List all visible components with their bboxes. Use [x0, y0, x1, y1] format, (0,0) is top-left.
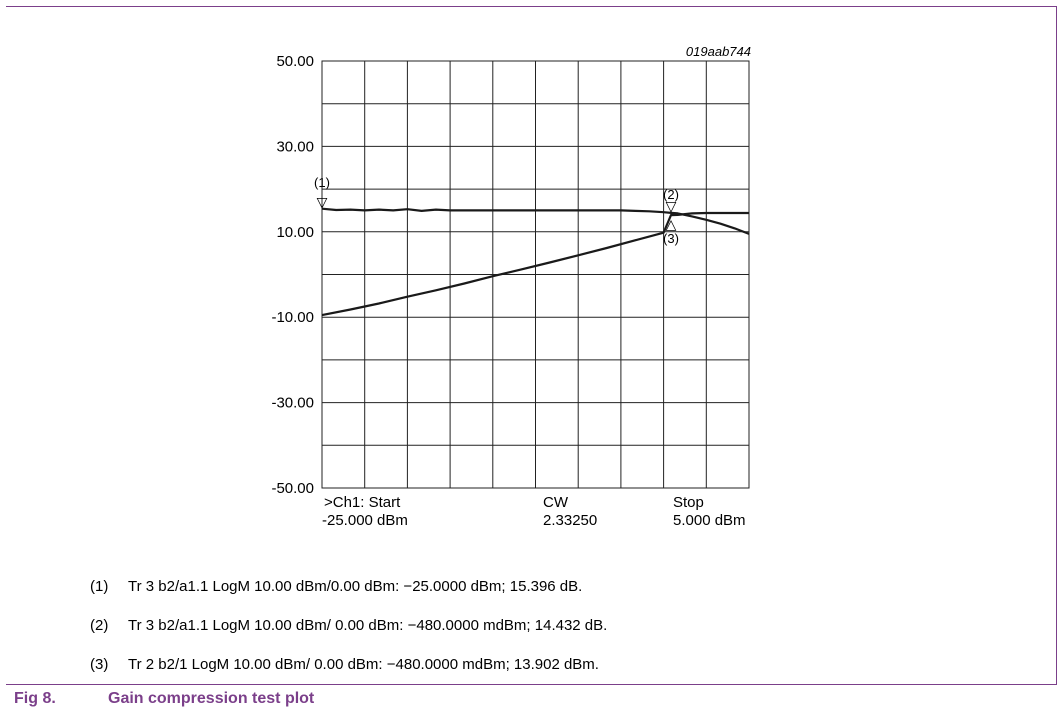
y-tick-label: -30.00: [271, 395, 314, 412]
note-number: (1): [90, 578, 109, 595]
y-tick-label: 30.00: [276, 138, 314, 155]
marker-glyph: ▽: [317, 195, 328, 211]
note-text: Tr 3 b2/a1.1 LogM 10.00 dBm/ 0.00 dBm: −…: [128, 617, 608, 634]
note-item: (3) Tr 2 b2/1 LogM 10.00 dBm/ 0.00 dBm: …: [90, 646, 607, 685]
figure-frame: [6, 6, 1057, 684]
marker-glyph: △: [666, 217, 677, 233]
x-footer-value: 2.33250: [543, 512, 597, 529]
x-footer-label: >Ch1: Start: [324, 494, 401, 511]
x-footer-value: -25.000 dBm: [322, 512, 408, 529]
y-tick-label: -10.00: [271, 309, 314, 326]
marker-label: (3): [663, 231, 679, 246]
figure-title: Gain compression test plot: [108, 690, 315, 707]
y-tick-label: 50.00: [276, 53, 314, 70]
y-tick-label: -50.00: [271, 480, 314, 497]
y-tick-label: 10.00: [276, 224, 314, 241]
marker-label: (1): [314, 175, 330, 190]
note-text: Tr 2 b2/1 LogM 10.00 dBm/ 0.00 dBm: −480…: [128, 656, 599, 673]
note-item: (1) Tr 3 b2/a1.1 LogM 10.00 dBm/0.00 dBm…: [90, 568, 607, 607]
figure-id-label: 019aab744: [686, 44, 751, 59]
series-line-2: [321, 211, 749, 317]
marker-glyph: ▽: [666, 199, 677, 215]
note-text: Tr 3 b2/a1.1 LogM 10.00 dBm/0.00 dBm: −2…: [128, 578, 583, 595]
note-number: (3): [90, 656, 109, 673]
x-footer-label: CW: [543, 494, 569, 511]
x-footer-label: Stop: [673, 494, 704, 511]
caption-bar: [6, 684, 1057, 715]
x-footer-value: 5.000 dBm: [673, 512, 746, 529]
note-item: (2) Tr 3 b2/a1.1 LogM 10.00 dBm/ 0.00 dB…: [90, 607, 607, 646]
marker-label: (2): [663, 187, 679, 202]
notes-list: (1) Tr 3 b2/a1.1 LogM 10.00 dBm/0.00 dBm…: [90, 568, 607, 685]
figure-number: Fig 8.: [14, 690, 56, 707]
series-line-1: [321, 207, 750, 235]
note-number: (2): [90, 617, 109, 634]
